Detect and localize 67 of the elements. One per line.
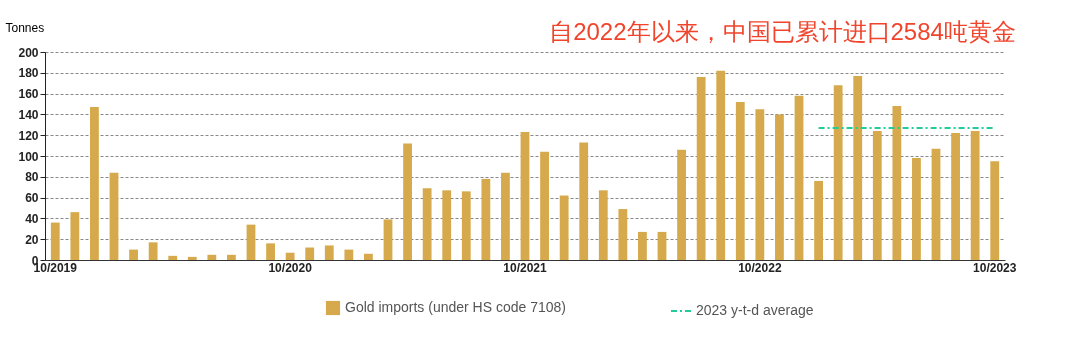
- x-tick-label: 10/2020: [268, 260, 313, 275]
- bar: [677, 149, 686, 260]
- y-tick-label: 60: [25, 191, 39, 206]
- x-tick-label: 10/2023: [973, 260, 1017, 275]
- bar: [990, 161, 1000, 260]
- bar: [872, 131, 882, 260]
- bar: [696, 76, 706, 260]
- bar: [775, 114, 784, 260]
- bar: [755, 109, 765, 260]
- legend-label: Gold imports (under HS code 7108): [345, 299, 566, 315]
- x-tick-label: 10/2022: [738, 260, 782, 275]
- bar: [187, 256, 197, 260]
- bar: [951, 133, 960, 260]
- bar: [501, 172, 510, 260]
- bar: [540, 151, 549, 260]
- bar: [814, 180, 823, 260]
- bar: [833, 85, 843, 260]
- bar: [422, 188, 432, 260]
- bar: [618, 209, 628, 260]
- bar: [324, 245, 334, 260]
- bar: [305, 247, 315, 260]
- bar: [735, 101, 745, 260]
- bar: [912, 158, 921, 260]
- bar: [481, 178, 491, 260]
- y-tick-label: 20: [25, 232, 39, 247]
- bar: [716, 70, 726, 260]
- bar: [129, 249, 138, 260]
- bar: [853, 75, 863, 260]
- bar: [638, 231, 647, 260]
- bar: [266, 243, 275, 260]
- bar: [90, 107, 99, 260]
- bar: [559, 195, 569, 260]
- y-tick-label: 80: [25, 170, 39, 185]
- y-tick-label: 200: [18, 45, 39, 60]
- bar: [383, 219, 393, 260]
- bar: [461, 191, 471, 260]
- bar: [931, 148, 941, 260]
- bar: [207, 254, 217, 260]
- bar: [520, 132, 530, 260]
- bar: [364, 253, 373, 260]
- bar: [148, 242, 158, 260]
- legend-label: 2023 y-t-d average: [696, 302, 814, 318]
- y-tick-label: 120: [18, 128, 39, 143]
- y-tick-label: 100: [18, 149, 39, 164]
- bar: [50, 222, 60, 260]
- y-tick-label: 40: [25, 211, 39, 226]
- bar: [109, 172, 119, 260]
- bar: [227, 254, 236, 260]
- bar: [892, 106, 902, 260]
- bar: [168, 255, 178, 260]
- bar: [657, 231, 667, 260]
- bar: [403, 143, 412, 260]
- bar: [344, 249, 354, 260]
- bar: [579, 142, 589, 260]
- y-tick-label: 180: [18, 66, 39, 81]
- bar: [70, 212, 80, 260]
- chart-title: 自2022年以来，中国已累计进口2584吨黄金: [549, 18, 1016, 45]
- bar: [598, 190, 608, 260]
- bar: [442, 190, 452, 260]
- y-axis-title: Tonnes: [5, 20, 45, 35]
- y-tick-label: 140: [18, 107, 39, 122]
- y-tick-label: 160: [18, 87, 39, 102]
- bar: [285, 252, 295, 260]
- x-tick-label: 10/2021: [503, 260, 548, 275]
- bar: [970, 131, 980, 260]
- bar: [246, 224, 256, 260]
- bar: [794, 95, 804, 260]
